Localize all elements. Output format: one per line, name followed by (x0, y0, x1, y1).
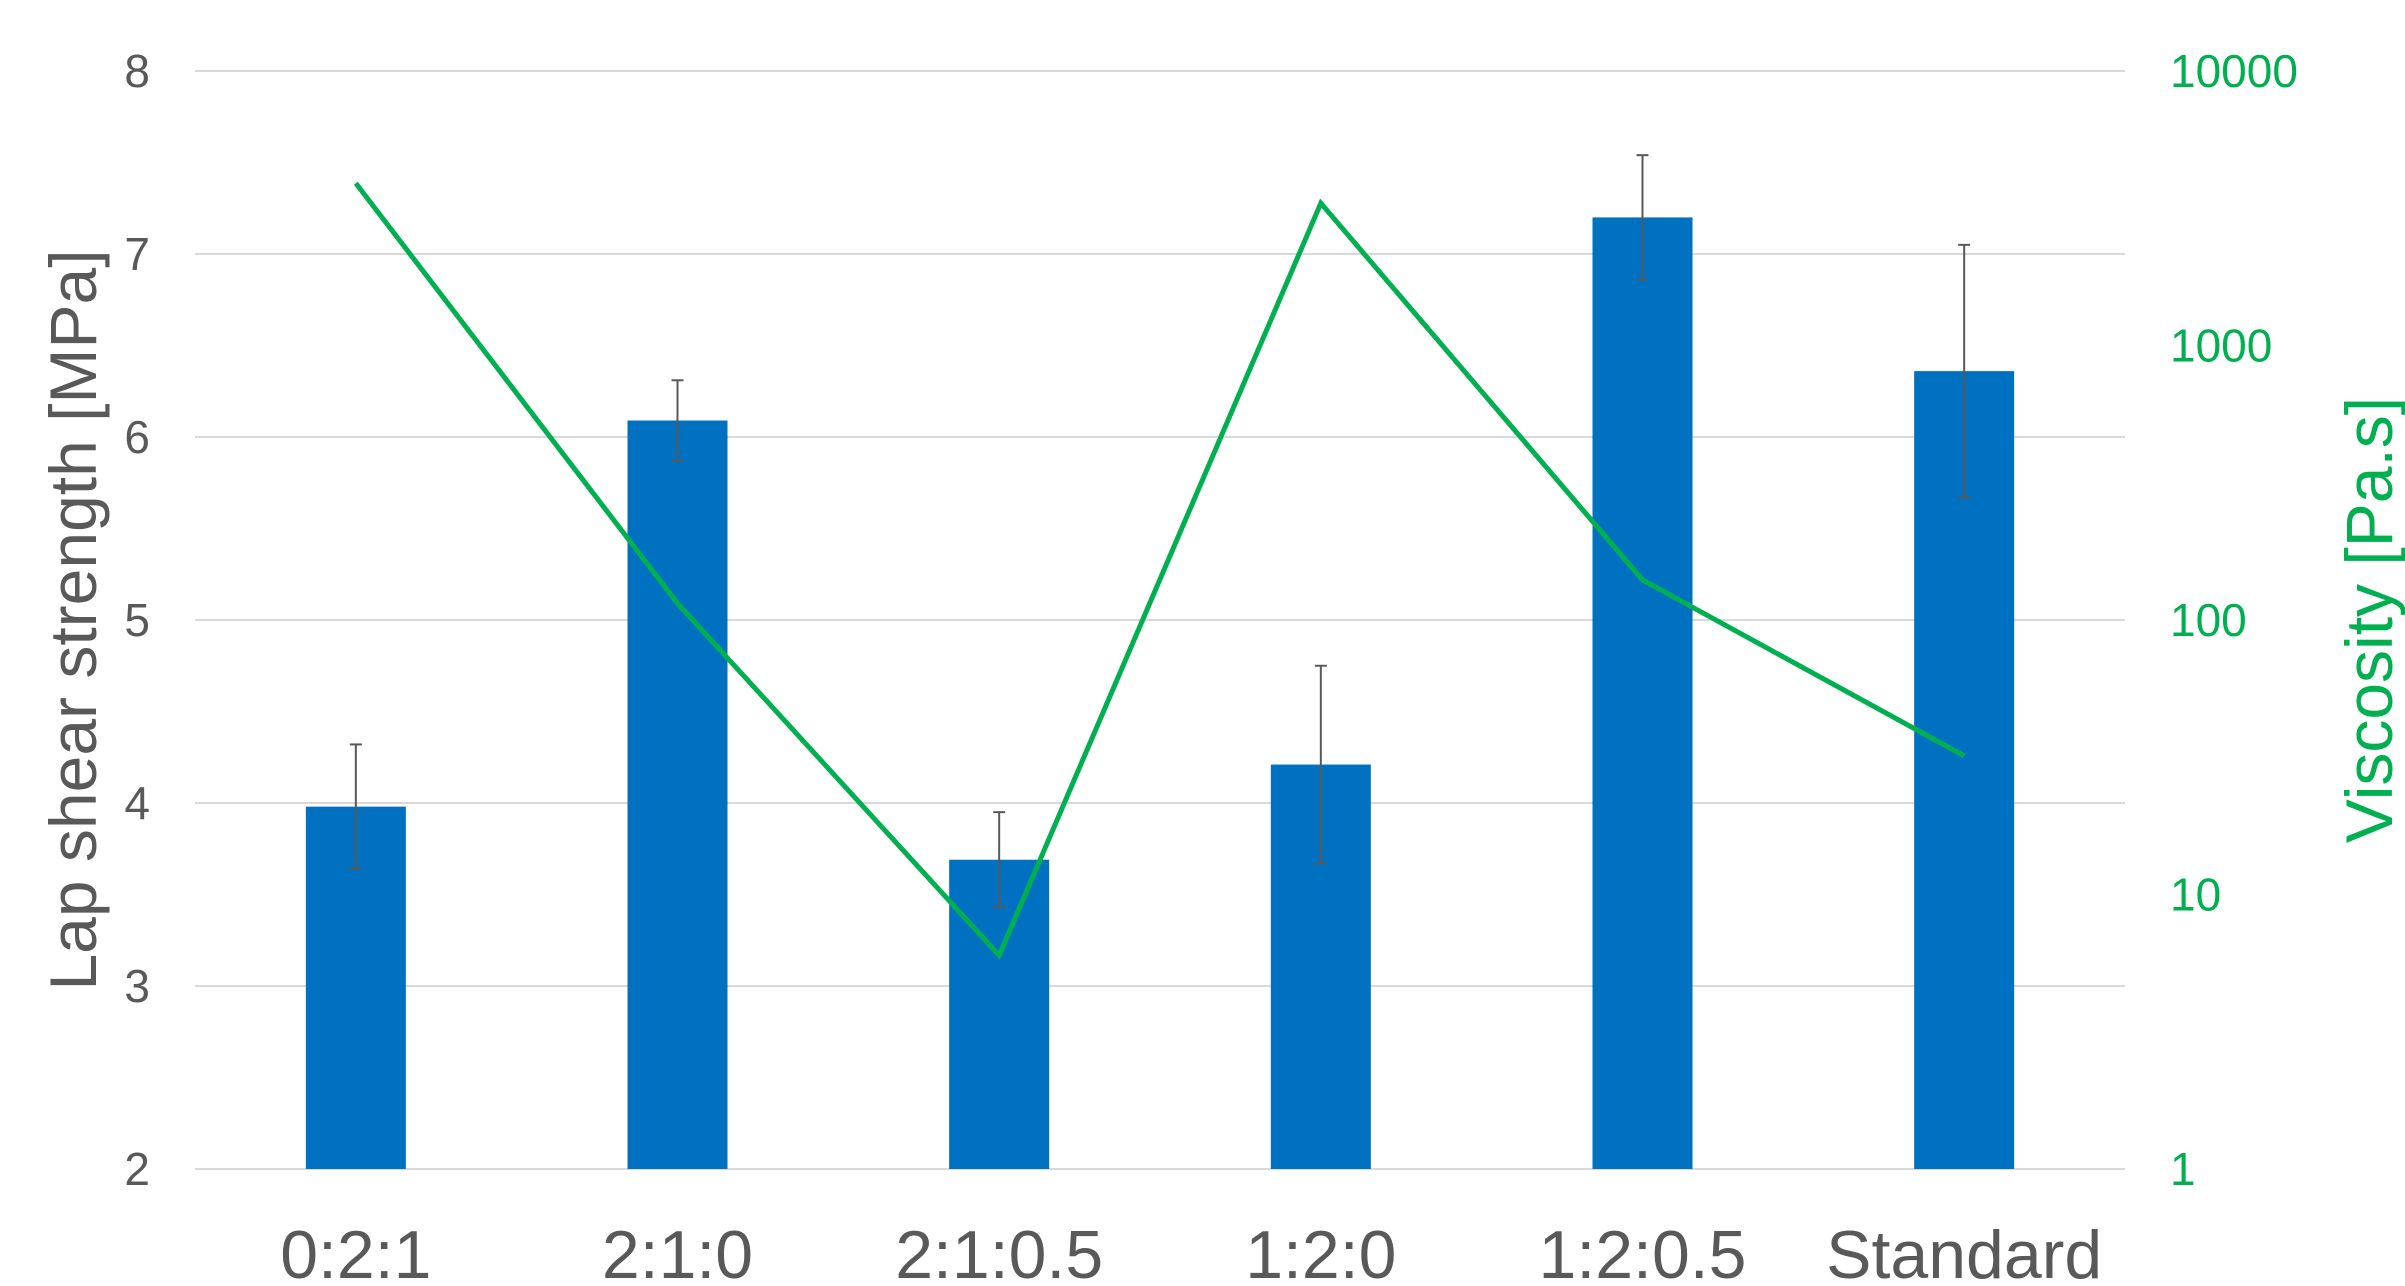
left-axis-ticks: 2 3 4 5 6 7 8 (124, 45, 150, 1195)
right-axis-ticks: 1 10 100 1000 10000 (2170, 45, 2298, 1195)
y-tick-label-left: 8 (124, 45, 150, 97)
y-axis-label-right: Viscosity [Pa.s] (2332, 397, 2405, 843)
y-tick-label-right: 1000 (2170, 320, 2272, 372)
y-tick-label-right: 10000 (2170, 45, 2298, 97)
bar (1592, 217, 1693, 1169)
bar (627, 420, 728, 1169)
y-tick-label-left: 3 (124, 960, 150, 1012)
y-tick-label-right: 100 (2170, 594, 2247, 646)
viscosity-line-series (353, 181, 1966, 960)
y-tick-label-right: 1 (2170, 1143, 2196, 1195)
x-tick-label: 2:1:0 (602, 1217, 753, 1286)
y-tick-label-left: 6 (124, 411, 150, 463)
x-tick-label: Standard (1826, 1217, 2102, 1286)
x-tick-label: 2:1:0.5 (895, 1217, 1103, 1286)
bar-series (305, 217, 2015, 1169)
bar (949, 859, 1050, 1169)
y-tick-label-left: 2 (124, 1143, 150, 1195)
y-tick-label-left: 5 (124, 594, 150, 646)
y-tick-label-left: 4 (124, 777, 150, 829)
y-tick-label-right: 10 (2170, 869, 2221, 921)
viscosity-line (353, 181, 1966, 960)
x-axis-ticks: 0:2:1 2:1:0 2:1:0.5 1:2:0 1:2:0.5 Standard (280, 1217, 2102, 1286)
y-tick-label-left: 7 (124, 228, 150, 280)
x-tick-label: 1:2:0.5 (1539, 1217, 1747, 1286)
error-bars (349, 154, 1971, 909)
y-axis-label-left: Lap shear strength [MPa] (36, 249, 110, 990)
x-tick-label: 0:2:1 (280, 1217, 431, 1286)
x-tick-label: 1:2:0 (1245, 1217, 1396, 1286)
bar (1914, 371, 2015, 1169)
gridlines (195, 70, 2125, 1170)
